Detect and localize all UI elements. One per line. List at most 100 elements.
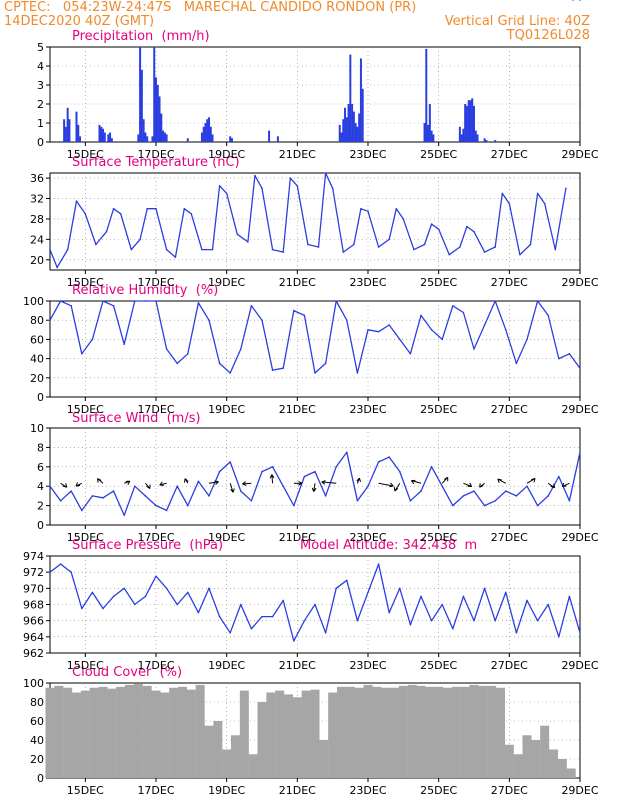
panel6-bar (292, 697, 302, 778)
panel3-point (335, 300, 338, 302)
panel2-point (388, 238, 391, 241)
panel5-ytick-label: 968 (23, 599, 44, 612)
panel5-point (356, 619, 359, 622)
panel6-xtick-label: 21DEC (279, 784, 316, 797)
panel1-bar (347, 104, 350, 142)
panel5-point (367, 591, 369, 594)
wind-arrow-head (232, 488, 235, 493)
panel3-point (515, 362, 518, 365)
panel1-bar (467, 100, 470, 142)
panel1-bar (140, 69, 143, 142)
panel5-xtick-label: 15DEC (67, 659, 104, 672)
panel5-point (324, 631, 327, 634)
panel6-bar (345, 686, 355, 778)
panel1-bar (66, 107, 69, 142)
panel3-xtick-label: 29DEC (561, 403, 598, 416)
panel5-point (579, 631, 581, 634)
panel4-point (558, 475, 560, 478)
panel3-point (324, 362, 327, 365)
panel2-point (529, 243, 532, 246)
wind-arrow-head (553, 483, 556, 488)
panel6-bar (231, 735, 240, 778)
panel1-bar (349, 54, 352, 142)
panel1-bar (229, 136, 232, 142)
panel2-point (183, 207, 186, 210)
panel6-ytick-label: 80 (30, 696, 44, 709)
panel4-point (399, 470, 401, 473)
panel4-point (430, 466, 433, 468)
panel2-point (289, 177, 292, 179)
wind-arrow-head (358, 477, 361, 483)
wind-arrow (271, 474, 274, 484)
panel4-point (112, 490, 115, 492)
panel2-ytick-label: 32 (30, 193, 44, 206)
panel5-ytick-label: 966 (23, 615, 44, 628)
panel1-bar (103, 132, 106, 142)
panel2-point (112, 207, 115, 210)
panel5-point (250, 627, 253, 630)
panel3-point (505, 329, 507, 331)
panel6-bar (557, 759, 567, 778)
panel1-bar (483, 138, 486, 142)
panel6-bar (107, 688, 117, 778)
panel4-point (59, 499, 62, 502)
panel4-point (462, 495, 465, 497)
panel3-point (293, 309, 295, 312)
panel1-bar (202, 126, 205, 142)
panel5-point (399, 587, 401, 590)
panel5-point (81, 607, 83, 610)
panel6-ytick-label: 20 (30, 753, 44, 766)
panel6-bar (186, 689, 196, 778)
panel5-ytick-label: 962 (23, 647, 44, 660)
panel1-bar (494, 140, 497, 142)
panel6-xtick-label: 27DEC (491, 784, 528, 797)
panel1-bar (469, 100, 472, 142)
panel6-bar (301, 690, 311, 778)
panel2-point (254, 174, 256, 177)
panel5-ytick-label: 974 (23, 550, 44, 563)
panel2-xtick-label: 21DEC (279, 276, 316, 289)
wind-arrow-head (390, 482, 394, 487)
panel6-bar (522, 735, 532, 778)
panel4-point (515, 495, 518, 497)
panel1-bar (464, 104, 467, 142)
panel2-point (423, 243, 426, 246)
panel5-point (293, 640, 295, 642)
panel4-point (102, 497, 104, 499)
panel1-bar (107, 134, 110, 142)
wind-arrow-head (97, 478, 102, 481)
panel1-frame (49, 46, 581, 143)
panel3-point (165, 348, 168, 350)
panel1-bar (338, 124, 341, 142)
panel6-bar (133, 683, 143, 778)
panel1-ytick-label: 3 (37, 79, 44, 92)
panel5-point (568, 595, 571, 598)
panel2-point (572, 0, 574, 1)
panel5-series-line (49, 563, 581, 642)
panel4-point (483, 504, 486, 507)
panel2-point (201, 248, 203, 251)
panel4-ytick-label: 6 (37, 461, 44, 474)
panel6-bar (169, 687, 179, 778)
panel6-bar (239, 690, 249, 778)
panel6-bar (478, 685, 488, 778)
panel1-bar (211, 134, 214, 142)
panel4-point (356, 499, 359, 502)
panel6-bar (398, 685, 408, 778)
panel3-xtick-label: 15DEC (67, 403, 104, 416)
panel4-point (473, 490, 475, 492)
panel5-point (229, 631, 231, 634)
panel5-ytick-label: 964 (23, 631, 44, 644)
humidity-title: Relative Humidity (%) (72, 283, 219, 298)
panel2-point (483, 251, 486, 253)
panel6-bar (213, 721, 223, 778)
panel6-bar (222, 749, 232, 778)
panel1-bar (100, 126, 103, 142)
panel1-bar (476, 134, 479, 142)
panel5-point (558, 636, 560, 638)
panel6-bar (425, 686, 435, 778)
wind-arrow-head (184, 478, 189, 482)
panel5-ytick-label: 970 (23, 582, 44, 595)
wind-arrow-head (75, 484, 81, 487)
panel5-point (515, 631, 518, 634)
